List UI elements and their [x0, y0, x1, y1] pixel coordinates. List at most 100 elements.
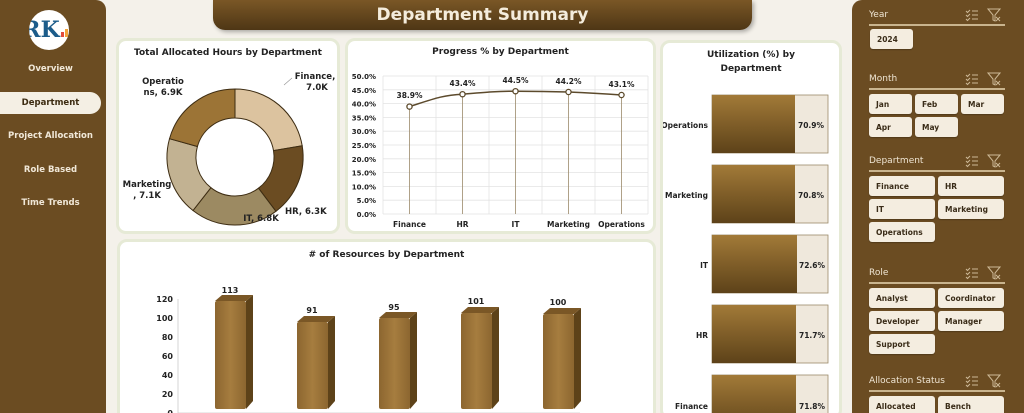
svg-text:25.0%: 25.0% — [352, 142, 376, 150]
nav-label: Department — [21, 98, 80, 108]
svg-text:43.1%: 43.1% — [608, 80, 635, 89]
allocated-hours-card: Total Allocated Hours by Department Fina… — [116, 38, 340, 234]
bar-operations: 100 — [543, 298, 581, 409]
slicer-month-feb[interactable]: Feb — [915, 94, 958, 114]
svg-text:43.4%: 43.4% — [449, 79, 476, 88]
page-title-banner: Department Summary — [213, 0, 752, 30]
resources-bar-chart: 120 100 80 60 40 20 0 113 91 95 — [156, 286, 581, 413]
svg-text:7.0K: 7.0K — [306, 83, 328, 93]
svg-text:Marketing: Marketing — [547, 220, 590, 229]
clear-filter-icon[interactable] — [987, 374, 1001, 388]
multi-select-icon[interactable] — [965, 266, 979, 280]
svg-text:IT: IT — [512, 220, 521, 229]
bar-finance: 113 — [215, 286, 253, 409]
chart-title: Utilization (%) by Department — [707, 50, 795, 74]
bar-it: 95 — [379, 303, 417, 409]
clear-filter-icon[interactable] — [987, 266, 1001, 280]
svg-text:91: 91 — [306, 306, 318, 315]
svg-text:80: 80 — [162, 333, 174, 342]
util-row-it: IT 72.6% — [700, 234, 829, 294]
donut-chart: Finance, 7.0K Operatio ns, 6.9K HR, 6.3K… — [123, 72, 336, 226]
svg-text:10.0%: 10.0% — [352, 183, 376, 191]
progress-line-chart: 50.0% 45.0% 40.0% 35.0% 30.0% 25.0% 20.0% 15.0%… — [352, 73, 649, 229]
multi-select-icon[interactable] — [965, 374, 979, 388]
svg-text:15.0%: 15.0% — [352, 170, 376, 178]
slicer-month-jan[interactable]: Jan — [869, 94, 912, 114]
donut-slice-finance — [234, 88, 303, 152]
svg-text:113: 113 — [222, 286, 239, 295]
bar-hr: 91 — [297, 306, 335, 409]
svg-text:35.0%: 35.0% — [352, 114, 376, 122]
slicer-department-hr[interactable]: HR — [938, 176, 1004, 196]
clear-filter-icon[interactable] — [987, 154, 1001, 168]
slicer-department-marketing[interactable]: Marketing — [938, 199, 1004, 219]
slicer-department-it[interactable]: IT — [869, 199, 935, 219]
label-operations: Operatio — [142, 77, 184, 87]
svg-text:44.2%: 44.2% — [555, 77, 582, 86]
slicer-month-apr[interactable]: Apr — [869, 117, 912, 137]
label-it: IT, 6.8K — [243, 214, 279, 224]
nav-project-allocation[interactable]: Project Allocation — [0, 125, 101, 147]
label-finance: Finance, — [295, 72, 336, 82]
utilization-card: Utilization (%) by Department Operations… — [660, 40, 842, 413]
page-title: Department Summary — [376, 5, 589, 25]
svg-text:71.7%: 71.7% — [799, 331, 826, 340]
svg-text:50.0%: 50.0% — [352, 73, 376, 81]
chart-title: # of Resources by Department — [308, 250, 465, 260]
slicer-role-analyst[interactable]: Analyst — [869, 288, 935, 308]
svg-text:60: 60 — [162, 352, 174, 361]
svg-text:100: 100 — [550, 298, 567, 307]
nav-label: Time Trends — [21, 198, 80, 208]
slicer-month-may[interactable]: May — [915, 117, 958, 137]
svg-text:Finance: Finance — [393, 220, 426, 229]
svg-text:HR: HR — [696, 331, 708, 340]
slicer-department-finance[interactable]: Finance — [869, 176, 935, 196]
nav-time-trends[interactable]: Time Trends — [0, 192, 101, 214]
slicer-month-mar[interactable]: Mar — [961, 94, 1004, 114]
nav-overview[interactable]: Overview — [0, 58, 101, 80]
svg-text:120: 120 — [156, 295, 173, 304]
label-hr: HR, 6.3K — [285, 207, 327, 217]
slicer-year-2024[interactable]: 2024 — [870, 29, 913, 49]
svg-text:HR: HR — [456, 220, 468, 229]
bar-marketing: 101 — [461, 297, 499, 409]
svg-text:100: 100 — [156, 314, 173, 323]
svg-text:, 7.1K: , 7.1K — [133, 191, 161, 201]
multi-select-icon[interactable] — [965, 154, 979, 168]
clear-filter-icon[interactable] — [987, 8, 1001, 22]
multi-select-icon[interactable] — [965, 72, 979, 86]
slicer-role-developer[interactable]: Developer — [869, 311, 935, 331]
resources-card: # of Resources by Department 120 100 80 60 4… — [117, 239, 656, 413]
svg-text:101: 101 — [468, 297, 485, 306]
nav-department[interactable]: Department — [0, 92, 101, 114]
slicer-role-manager[interactable]: Manager — [938, 311, 1004, 331]
svg-text:30.0%: 30.0% — [352, 128, 376, 136]
svg-text:Finance: Finance — [675, 402, 708, 411]
slicer-department-operations[interactable]: Operations — [869, 222, 935, 242]
svg-text:44.5%: 44.5% — [502, 76, 529, 85]
label-marketing: Marketing — [123, 180, 172, 190]
svg-text:5.0%: 5.0% — [357, 197, 376, 205]
nav-role-based[interactable]: Role Based — [0, 159, 101, 181]
slicer-label: Month — [869, 74, 898, 84]
slicer-role-coordinator[interactable]: Coordinator — [938, 288, 1004, 308]
nav-label: Project Allocation — [8, 131, 93, 141]
svg-text:70.9%: 70.9% — [798, 121, 825, 130]
svg-text:Operations: Operations — [598, 220, 645, 229]
slicer-role-support[interactable]: Support — [869, 334, 935, 354]
svg-text:IT: IT — [700, 261, 709, 270]
slicer-header-month: Month — [869, 72, 1005, 90]
svg-text:45.0%: 45.0% — [352, 87, 376, 95]
svg-text:40: 40 — [162, 371, 174, 380]
multi-select-icon[interactable] — [965, 8, 979, 22]
clear-filter-icon[interactable] — [987, 72, 1001, 86]
svg-text:71.8%: 71.8% — [799, 402, 826, 411]
slicer-header-role: Role — [869, 266, 1005, 284]
donut-slice-operations — [168, 88, 236, 148]
slicer-status-bench[interactable]: Bench — [938, 396, 1004, 413]
svg-text:20.0%: 20.0% — [352, 156, 376, 164]
util-row-operations: Operations 70.9% — [663, 94, 829, 154]
chart-title: Progress % by Department — [432, 47, 569, 57]
slicer-status-allocated[interactable]: Allocated — [869, 396, 935, 413]
company-logo: RK — [29, 10, 69, 50]
